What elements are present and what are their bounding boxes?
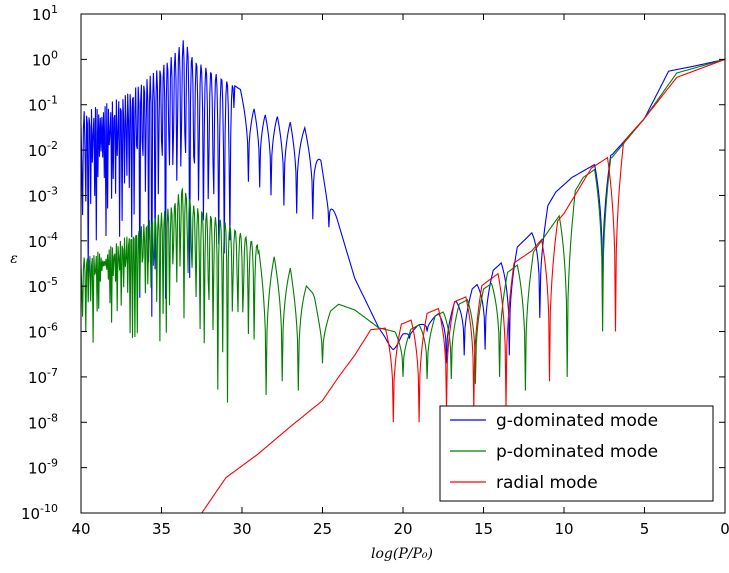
- y-tick-label: 10-6: [28, 321, 58, 342]
- y-tick-label: 10-1: [28, 94, 58, 115]
- labels-layer: 40 35 30 25 20 15 10 5 0 101 100 10-1 10-2 10-3 10-4 10…: [21, 3, 729, 538]
- y-tick-label: 10-5: [28, 275, 58, 296]
- series-layer: [81, 40, 725, 513]
- legend-label: radial mode: [496, 473, 598, 493]
- ticks-layer: [80, 13, 726, 514]
- x-tick-label: 40: [71, 520, 90, 538]
- y-tick-label: 100: [32, 48, 58, 69]
- x-tick-label: 35: [152, 520, 171, 538]
- x-tick-label: 10: [554, 520, 573, 538]
- y-tick-label: 10-10: [21, 502, 58, 523]
- x-tick-label: 25: [313, 520, 332, 538]
- series-line: [81, 40, 725, 364]
- y-tick-label: 101: [32, 3, 58, 24]
- legend: g-dominated mode p-dominated mode radial m…: [439, 405, 714, 502]
- x-tick-label: 20: [393, 520, 412, 538]
- x-tick-label: 15: [474, 520, 493, 538]
- y-tick-label: 10-3: [28, 184, 58, 205]
- y-tick-label: 10-4: [28, 230, 58, 251]
- x-tick-label: 5: [640, 520, 650, 538]
- y-tick-label: 10-9: [28, 457, 58, 478]
- x-axis-label: log(P/P₀): [371, 546, 433, 562]
- y-axis-label: ε: [10, 251, 18, 267]
- x-tick-label: 30: [232, 520, 251, 538]
- y-tick-label: 10-7: [28, 366, 58, 387]
- y-tick-label: 10-2: [28, 139, 58, 160]
- series-line: [201, 58, 725, 513]
- legend-label: p-dominated mode: [496, 442, 658, 462]
- series-line: [81, 58, 725, 403]
- x-tick-label: 0: [720, 520, 729, 538]
- y-tick-label: 10-8: [28, 411, 58, 432]
- legend-label: g-dominated mode: [496, 411, 658, 431]
- legend-box: [439, 405, 714, 502]
